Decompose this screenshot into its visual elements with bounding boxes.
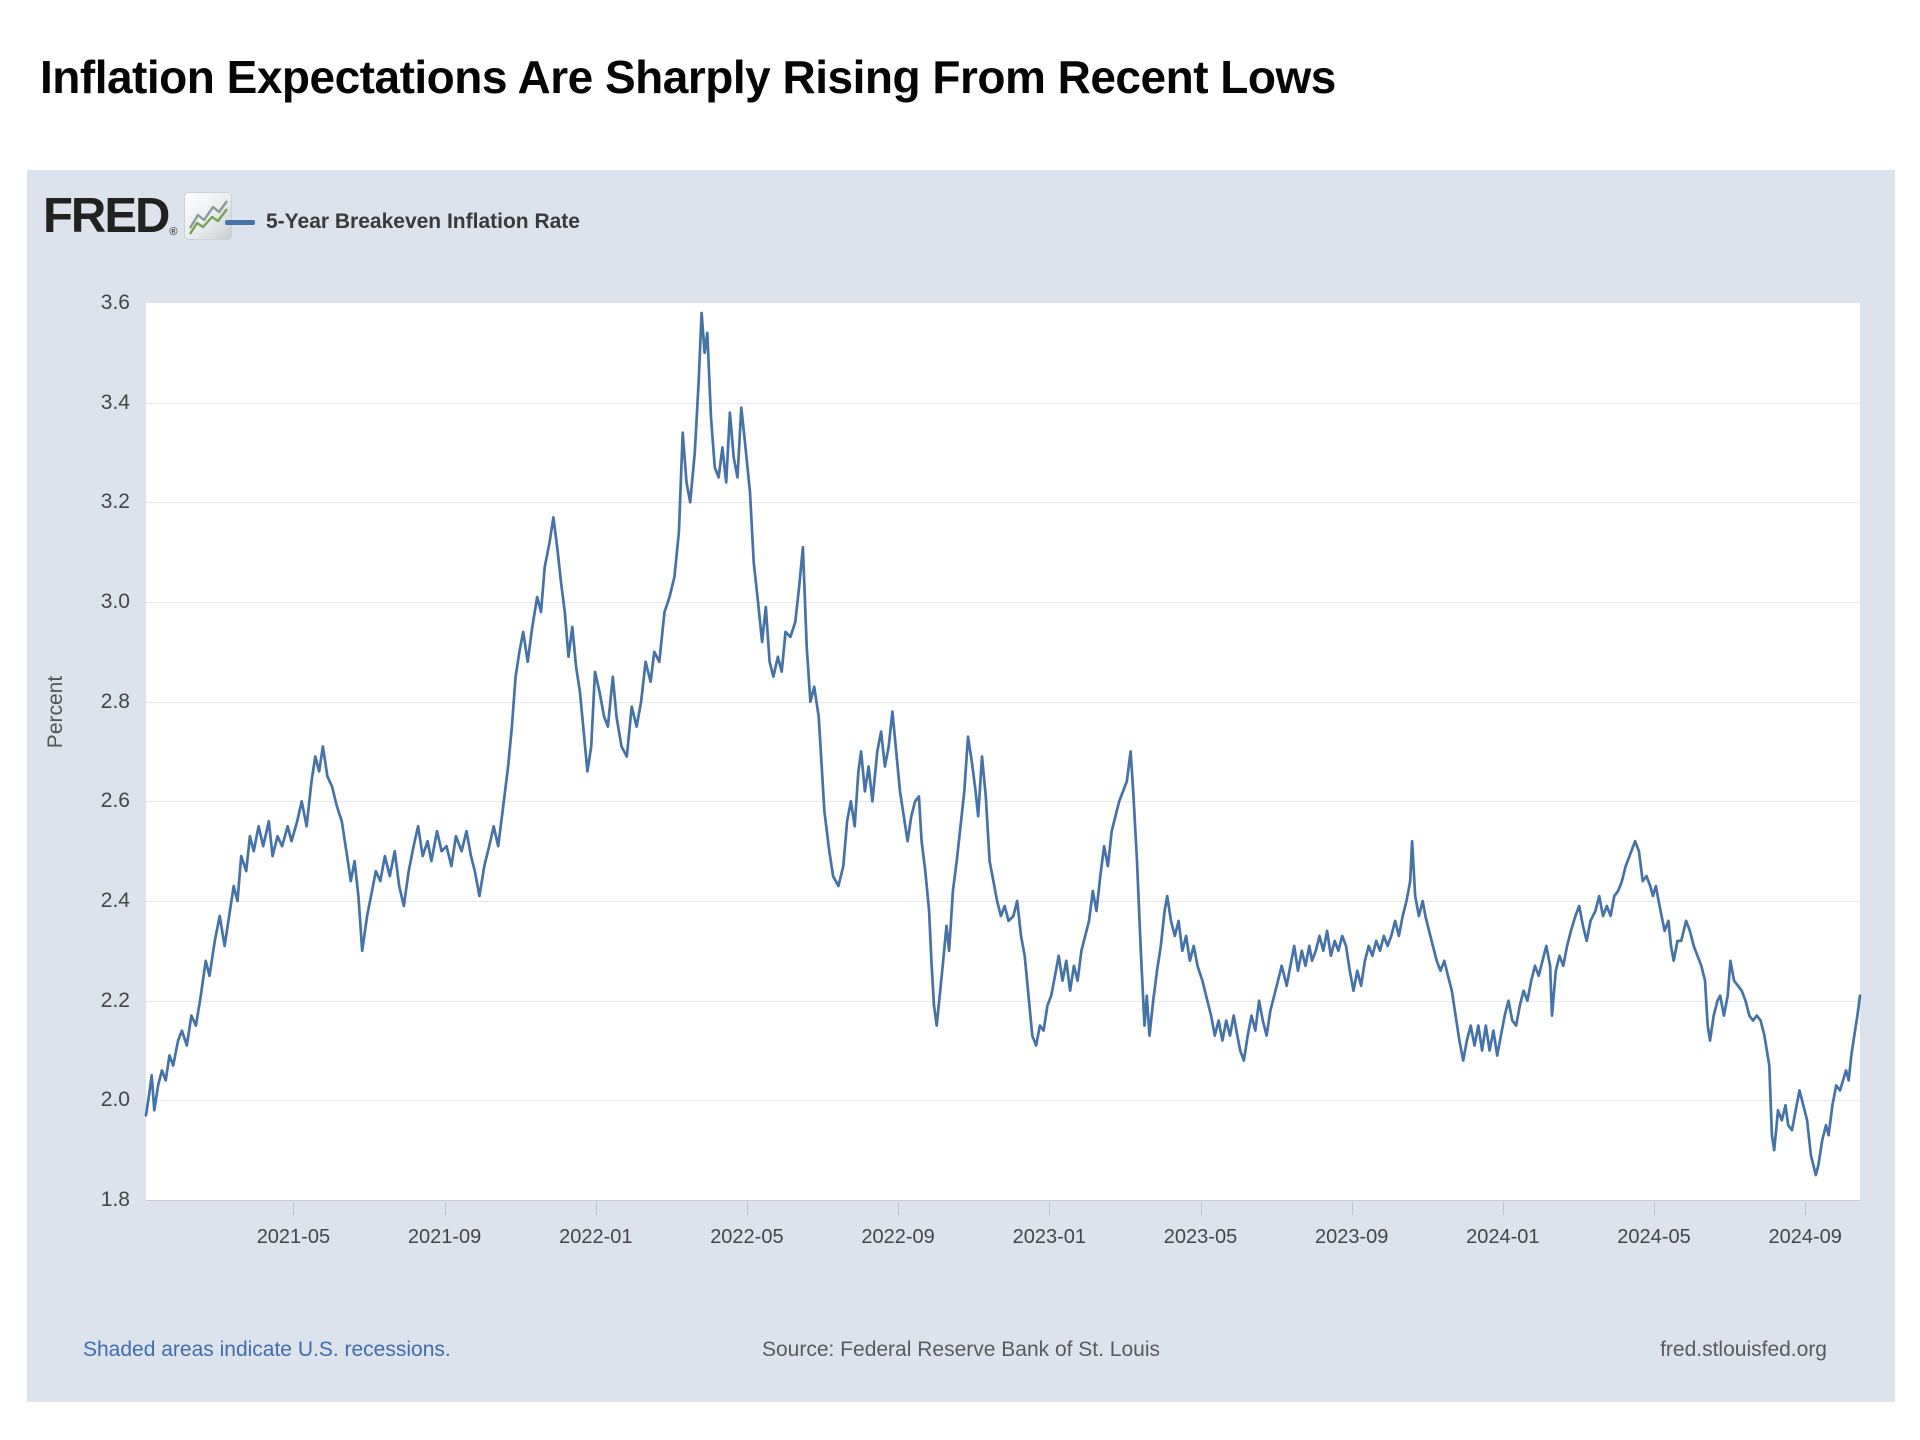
fred-logo-link[interactable]: FRED ® [43,189,232,243]
recessions-note-link[interactable]: Shaded areas indicate U.S. recessions. [83,1338,451,1361]
gridline [146,1000,1860,1002]
x-axis-tick-mark [1049,1202,1051,1215]
x-axis-tick-mark [1351,1202,1353,1215]
y-axis-tick-label: 3.4 [100,390,130,414]
y-axis-tick-label: 1.8 [100,1188,130,1211]
y-axis-tick-label: 3.2 [100,490,130,514]
x-axis-tick-label: 2022-09 [861,1226,935,1248]
page-title: Inflation Expectations Are Sharply Risin… [40,51,1336,103]
gridline [146,901,1860,902]
gridline [146,801,1860,803]
chart-footer: Shaded areas indicate U.S. recessions. S… [27,1338,1895,1368]
legend-line-swatch-icon [225,219,255,225]
x-axis-tick-label: 2024-05 [1617,1226,1691,1248]
fred-logo-text: FRED [43,189,170,243]
x-axis-tick-mark [1502,1202,1504,1215]
x-axis-tick-label: 2023-01 [1012,1226,1086,1248]
x-axis-tick-mark [898,1202,900,1215]
legend-item-series[interactable]: 5-Year Breakeven Inflation Rate [225,207,580,237]
series-line [144,311,1862,1177]
fred-url-link[interactable]: fred.stlouisfed.org [1660,1338,1827,1361]
x-axis-tick-label: 2021-05 [256,1226,331,1248]
y-axis-tick-label: 2.2 [100,988,130,1012]
y-axis-tick-label: 3.0 [100,590,130,613]
gridline [146,602,1860,603]
x-axis-tick-mark [1654,1202,1655,1215]
x-axis-tick-label: 2023-09 [1314,1226,1389,1248]
x-axis-tick-label: 2023-05 [1163,1226,1238,1248]
legend-series-label: 5-Year Breakeven Inflation Rate [266,210,580,233]
x-axis-tick-label: 2021-09 [407,1226,482,1248]
y-axis-tick-label: 2.4 [100,889,130,912]
x-axis-tick-label: 2022-01 [559,1226,633,1248]
gridline [146,502,1860,504]
source-note: Source: Federal Reserve Bank of St. Loui… [761,1338,1161,1361]
fred-sparkline-icon [183,192,232,240]
gridline [146,402,1860,404]
gridline [146,701,1860,703]
x-axis-tick-label: 2024-01 [1466,1226,1540,1248]
x-axis-tick-mark [595,1202,597,1215]
y-axis-tick-label: 3.6 [100,291,130,314]
y-axis-tick-label: 2.0 [100,1088,130,1112]
x-axis-tick-mark [1200,1202,1202,1215]
gridline [146,1100,1860,1102]
fred-logo-registered-icon: ® [169,226,178,238]
x-axis-tick-mark [746,1202,748,1215]
x-axis-tick-mark [293,1202,295,1215]
x-axis-tick-label: 2024-09 [1768,1226,1842,1248]
x-axis-tick-label: 2022-05 [710,1226,784,1248]
x-axis-tick-mark [444,1202,446,1215]
y-axis-tick-label: 2.8 [100,689,130,713]
x-axis-tick-mark [1805,1202,1807,1215]
plot-area[interactable] [144,303,1862,1201]
y-axis-tick-label: 2.6 [100,789,130,813]
fred-chart-panel: FRED ® 5-Year Breakeven Inflation Rate P… [27,170,1895,1402]
